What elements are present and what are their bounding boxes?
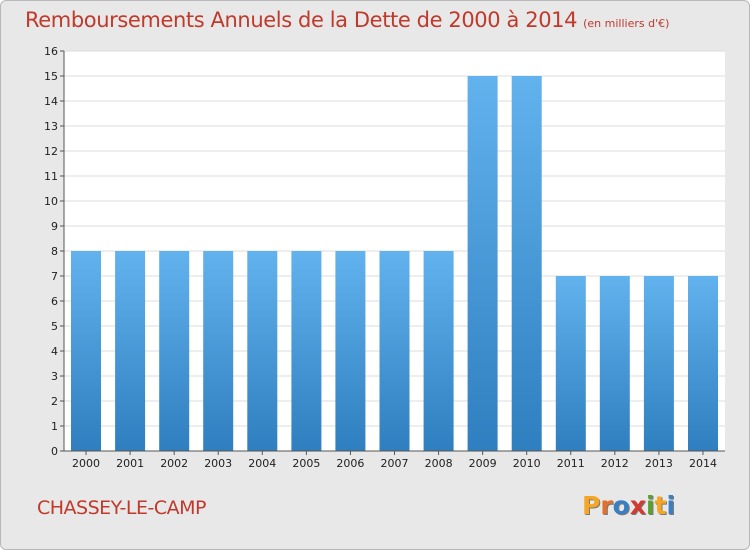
x-tick-label-2009: 2009 [469,457,497,470]
y-tick-label: 13 [44,120,58,133]
commune-name: CHASSEY-LE-CAMP [37,497,206,519]
bar-2010 [511,76,542,451]
chart-title-main: Remboursements Annuels de la Dette de 20… [25,8,578,32]
data-labels: 8 8 8 8 8 8 8 8 8 15 15 7 7 7 7 [83,63,707,276]
bar-2009 [467,76,498,451]
y-tick-label: 15 [44,70,58,83]
bar-2011 [555,276,586,451]
y-tick-label: 14 [44,95,58,108]
x-tick-label-2001: 2001 [116,457,144,470]
data-label-2003: 8 [215,238,222,251]
chart-title-unit: (en milliers d'€) [583,17,670,30]
y-tick-label: 7 [51,270,58,283]
y-tick-label: 3 [51,370,58,383]
data-label-2014: 7 [700,263,707,276]
logo-letter: o [612,491,630,520]
y-tick-label: 0 [51,445,58,458]
logo-letter: t [654,491,667,520]
data-label-2010: 15 [520,63,534,76]
y-tick-label: 8 [51,245,58,258]
data-label-2004: 8 [259,238,266,251]
logo-letter: i [646,491,655,520]
y-tick-label: 6 [51,295,58,308]
bar-2008 [423,251,454,451]
data-label-2009: 15 [476,63,490,76]
data-label-2002: 8 [171,238,178,251]
logo-letter: x [629,491,646,520]
data-label-2008: 8 [435,238,442,251]
x-tick-label-2014: 2014 [689,457,717,470]
y-tick-label: 2 [51,395,58,408]
y-tick-label: 12 [44,145,58,158]
y-tick-label: 9 [51,220,58,233]
bar-2013 [643,276,674,451]
bar-2003 [203,251,234,451]
proxiti-logo: Proxiti [582,491,675,520]
x-tick-label-2006: 2006 [336,457,364,470]
y-tick-label: 16 [44,45,58,58]
data-label-2006: 8 [347,238,354,251]
data-label-2005: 8 [303,238,310,251]
x-tick-label-2010: 2010 [513,457,541,470]
x-axis: 2000 2001 2002 2003 2004 2005 2006 2007 2008 2009… [64,450,725,470]
bar-2007 [379,251,410,451]
y-tick-label: 5 [51,320,58,333]
logo-letter: i [666,491,676,520]
bar-2006 [335,251,366,451]
y-tick-label: 1 [51,420,58,433]
x-tick-label-2008: 2008 [425,457,453,470]
data-label-2012: 7 [611,263,618,276]
x-tick-label-2005: 2005 [292,457,320,470]
bar-2012 [599,276,630,451]
x-tick-label-2013: 2013 [645,457,673,470]
y-tick-label: 10 [44,195,58,208]
bar-2014 [688,276,718,451]
x-tick-label-2004: 2004 [248,457,276,470]
data-label-2000: 8 [83,238,90,251]
x-tick-label-2002: 2002 [160,457,188,470]
y-tick-label: 4 [51,345,58,358]
bar-2004 [247,251,278,451]
y-tick-label: 11 [44,170,58,183]
logo-letter: P [582,491,601,520]
data-label-2013: 7 [655,263,662,276]
logo-letter: r [600,491,613,520]
data-label-2001: 8 [127,238,134,251]
chart-title: Remboursements Annuels de la Dette de 20… [25,8,669,32]
x-tick-label-2000: 2000 [72,457,100,470]
bar-2001 [115,251,146,451]
data-label-2011: 7 [567,263,574,276]
bar-2005 [291,251,322,451]
x-tick-label-2003: 2003 [204,457,232,470]
x-tick-label-2007: 2007 [381,457,409,470]
data-label-2007: 8 [391,238,398,251]
x-tick-label-2011: 2011 [557,457,585,470]
bar-2002 [159,251,190,451]
bars [71,76,718,451]
x-tick-label-2012: 2012 [601,457,629,470]
bar-2000 [71,251,101,451]
